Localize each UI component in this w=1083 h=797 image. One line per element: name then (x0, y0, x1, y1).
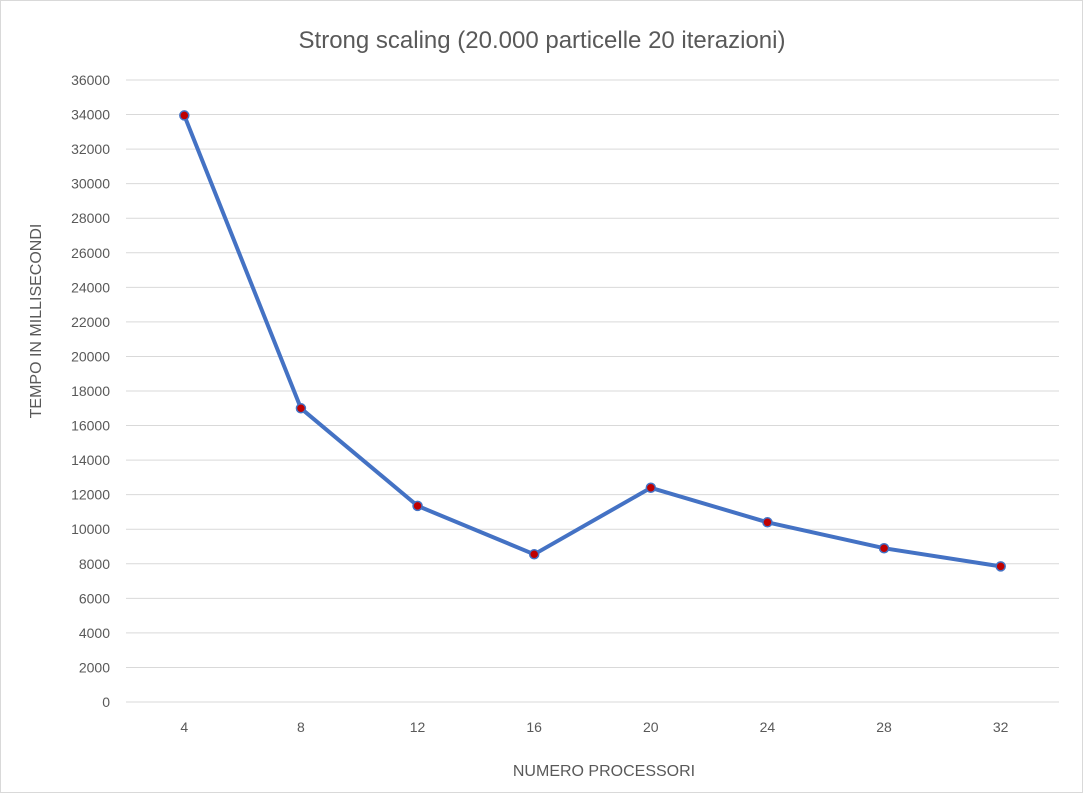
y-tick-label: 32000 (71, 141, 110, 157)
x-tick-label: 24 (760, 719, 776, 735)
chart-title: Strong scaling (20.000 particelle 20 ite… (299, 27, 786, 54)
y-tick-label: 14000 (71, 452, 110, 468)
y-tick-label: 20000 (71, 348, 110, 364)
y-tick-label: 24000 (71, 279, 110, 295)
data-point (179, 110, 190, 121)
series-layer (179, 110, 1006, 572)
y-tick-label: 28000 (71, 210, 110, 226)
y-tick-label: 30000 (71, 176, 110, 192)
data-point (762, 517, 773, 528)
y-tick-label: 2000 (79, 659, 110, 675)
y-tick-label: 8000 (79, 556, 110, 572)
y-tick-label: 22000 (71, 314, 110, 330)
y-tick-label: 12000 (71, 487, 110, 503)
x-tick-label: 28 (876, 719, 892, 735)
x-axis-ticks: 4 8 12 16 20 24 28 32 (180, 719, 1008, 735)
y-tick-label: 18000 (71, 383, 110, 399)
y-tick-label: 16000 (71, 418, 110, 434)
y-tick-label: 10000 (71, 521, 110, 537)
data-point (412, 500, 423, 512)
y-tick-label: 26000 (71, 245, 110, 261)
x-tick-label: 32 (993, 719, 1009, 735)
y-tick-label: 6000 (79, 590, 110, 606)
x-tick-label: 20 (643, 719, 659, 735)
x-axis-title: NUMERO PROCESSORI (513, 763, 695, 780)
y-tick-label: 0 (102, 694, 110, 710)
x-tick-label: 4 (180, 719, 188, 735)
data-point (528, 549, 540, 560)
y-axis-ticks: 0 2000 4000 6000 8000 10000 12000 14000 16000 180… (71, 72, 110, 710)
series-line (182, 113, 1003, 569)
y-tick-label: 36000 (71, 72, 110, 88)
data-point (645, 482, 657, 494)
gridlines (126, 79, 1059, 703)
data-point (995, 561, 1006, 572)
x-tick-label: 12 (410, 719, 426, 735)
data-point (878, 542, 890, 554)
x-tick-label: 8 (297, 719, 305, 735)
y-tick-label: 4000 (79, 625, 110, 641)
x-tick-label: 16 (526, 719, 542, 735)
y-axis-title: TEMPO IN MILLISECONDI (28, 224, 45, 419)
y-tick-label: 34000 (71, 107, 110, 123)
data-point (295, 403, 307, 414)
